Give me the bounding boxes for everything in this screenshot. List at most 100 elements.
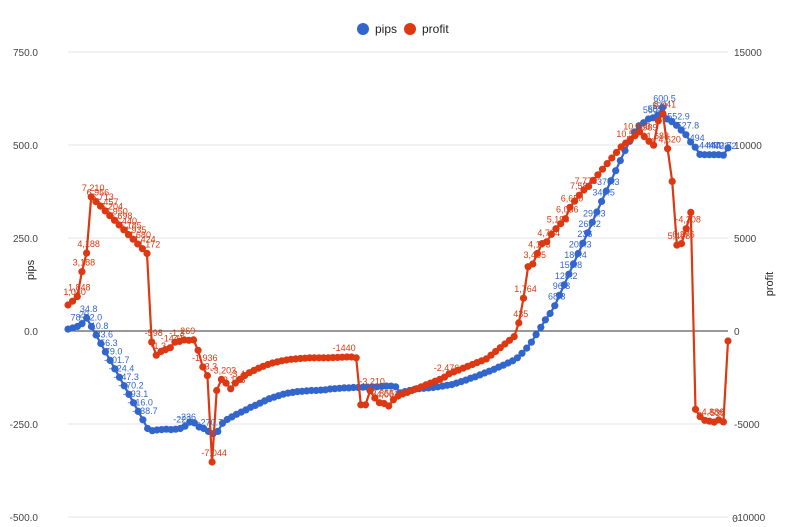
data-point-profit (124, 231, 132, 239)
data-point-pips (607, 177, 615, 185)
data-point-pips (537, 323, 545, 331)
data-point-profit (668, 177, 676, 185)
data-point-profit (552, 225, 560, 233)
data-point-profit (659, 110, 667, 118)
data-label-pips: 44 (706, 141, 716, 151)
data-point-profit (515, 319, 523, 327)
data-label-profit: -3,210 (359, 377, 385, 387)
data-label-profit: -3,108 (220, 375, 246, 385)
chart-legend: pips profit (357, 22, 449, 36)
data-label-pips: -33.6 (93, 330, 114, 340)
series-line-profit (67, 112, 730, 464)
data-label-pips: 208.3 (569, 240, 592, 250)
data-point-pips (672, 121, 681, 129)
data-label-profit: 4,172 (138, 239, 161, 249)
data-point-pips (392, 383, 400, 391)
data-point-pips (555, 291, 564, 299)
data-point-profit (352, 354, 360, 362)
data-label-pips: 264.2 (578, 219, 601, 229)
data-label-pips: 20 (79, 310, 89, 320)
data-label-pips: 494 (690, 133, 705, 143)
data-point-pips (129, 399, 138, 407)
data-point-pips (106, 356, 114, 364)
data-label-pips: 152.8 (560, 260, 583, 270)
data-label-profit: 4,173 (528, 239, 551, 249)
data-point-profit (361, 401, 370, 409)
legend-label-pips: pips (375, 22, 397, 36)
data-label-pips: 12.0 (85, 313, 103, 323)
data-label-profit: -4,208 (675, 215, 701, 225)
data-label-pips: 44 (711, 141, 721, 151)
data-label-profit: 6,376 (672, 230, 695, 240)
data-label-profit: -4,886 (699, 407, 725, 417)
legend-item-profit[interactable]: profit (404, 22, 449, 36)
data-point-pips (565, 270, 573, 278)
data-point-pips (598, 197, 606, 205)
data-label-profit: 5,198 (547, 215, 570, 225)
data-label-profit: -3,203 (211, 365, 237, 375)
data-point-pips (139, 416, 147, 424)
right-axis-title: profit (764, 272, 776, 296)
chart-gridlines (68, 51, 728, 518)
data-point-pips (584, 229, 592, 237)
data-point-profit (148, 338, 156, 346)
legend-marker-pips (357, 23, 369, 35)
data-label-profit: -4,061 (373, 390, 399, 400)
data-point-profit (664, 145, 672, 153)
data-label-profit: -1,936 (192, 353, 218, 363)
data-label-profit: -1,3 (151, 341, 167, 351)
data-point-pips (214, 427, 222, 435)
data-point-profit (73, 293, 81, 301)
data-point-profit (78, 268, 86, 276)
data-point-pips (719, 151, 727, 159)
data-point-profit (208, 458, 216, 466)
data-label-pips: 552.9 (667, 111, 690, 121)
data-point-profit (543, 238, 551, 246)
data-point-pips (691, 143, 699, 151)
data-label-profit: -7,044 (201, 448, 227, 458)
data-label-pips: -56.3 (97, 338, 118, 348)
data-label-pips: -216.0 (127, 397, 153, 407)
data-label-profit: 3,455 (524, 250, 547, 260)
data-point-profit (138, 245, 146, 253)
data-point-profit (385, 402, 393, 410)
series-layer (64, 104, 732, 466)
data-label-pips: 124.2 (555, 271, 578, 281)
data-point-pips (574, 249, 582, 258)
data-point-profit (366, 387, 374, 395)
data-point-profit (654, 117, 662, 125)
data-point-profit (194, 346, 202, 354)
data-label-pips: 376.3 (597, 177, 620, 187)
data-point-pips (120, 382, 128, 390)
left-tick-label: 0.0 (24, 327, 38, 338)
data-point-pips (134, 407, 142, 415)
right-axis-ticks: 15000 10000 5000 0 -5000 -10000 (734, 48, 766, 524)
data-point-pips (541, 316, 550, 324)
data-label-pips: 78.7 (71, 313, 89, 323)
data-label-profit: 10,703 (623, 122, 651, 132)
data-point-pips (616, 157, 624, 165)
data-point-profit (129, 235, 137, 243)
data-point-pips (92, 331, 100, 339)
data-point-profit (134, 240, 142, 248)
legend-item-pips[interactable]: pips (357, 22, 397, 36)
data-label-profit: -1,3 (169, 328, 185, 338)
data-label-profit: -2,476 (434, 363, 460, 373)
data-point-profit (510, 333, 518, 341)
data-point-pips (546, 309, 554, 318)
data-label-pips: -236 (178, 412, 196, 422)
legend-marker-profit (404, 23, 416, 35)
data-point-profit (189, 336, 198, 344)
data-point-profit (87, 193, 95, 201)
data-label-pips: -147.3 (113, 372, 139, 382)
data-label-pips: 96.3 (553, 281, 571, 291)
data-label-pips: 348.5 (592, 187, 615, 197)
data-point-profit (120, 226, 128, 234)
data-label-pips: 292.3 (583, 208, 606, 218)
data-point-pips (78, 320, 86, 328)
data-point-pips (115, 373, 124, 381)
data-label-pips: -170.2 (118, 380, 144, 390)
data-label-pips: 444 (699, 141, 714, 151)
data-label-profit: 8,041 (654, 100, 677, 110)
right-axis-bottom-extra: 0 (732, 514, 738, 525)
